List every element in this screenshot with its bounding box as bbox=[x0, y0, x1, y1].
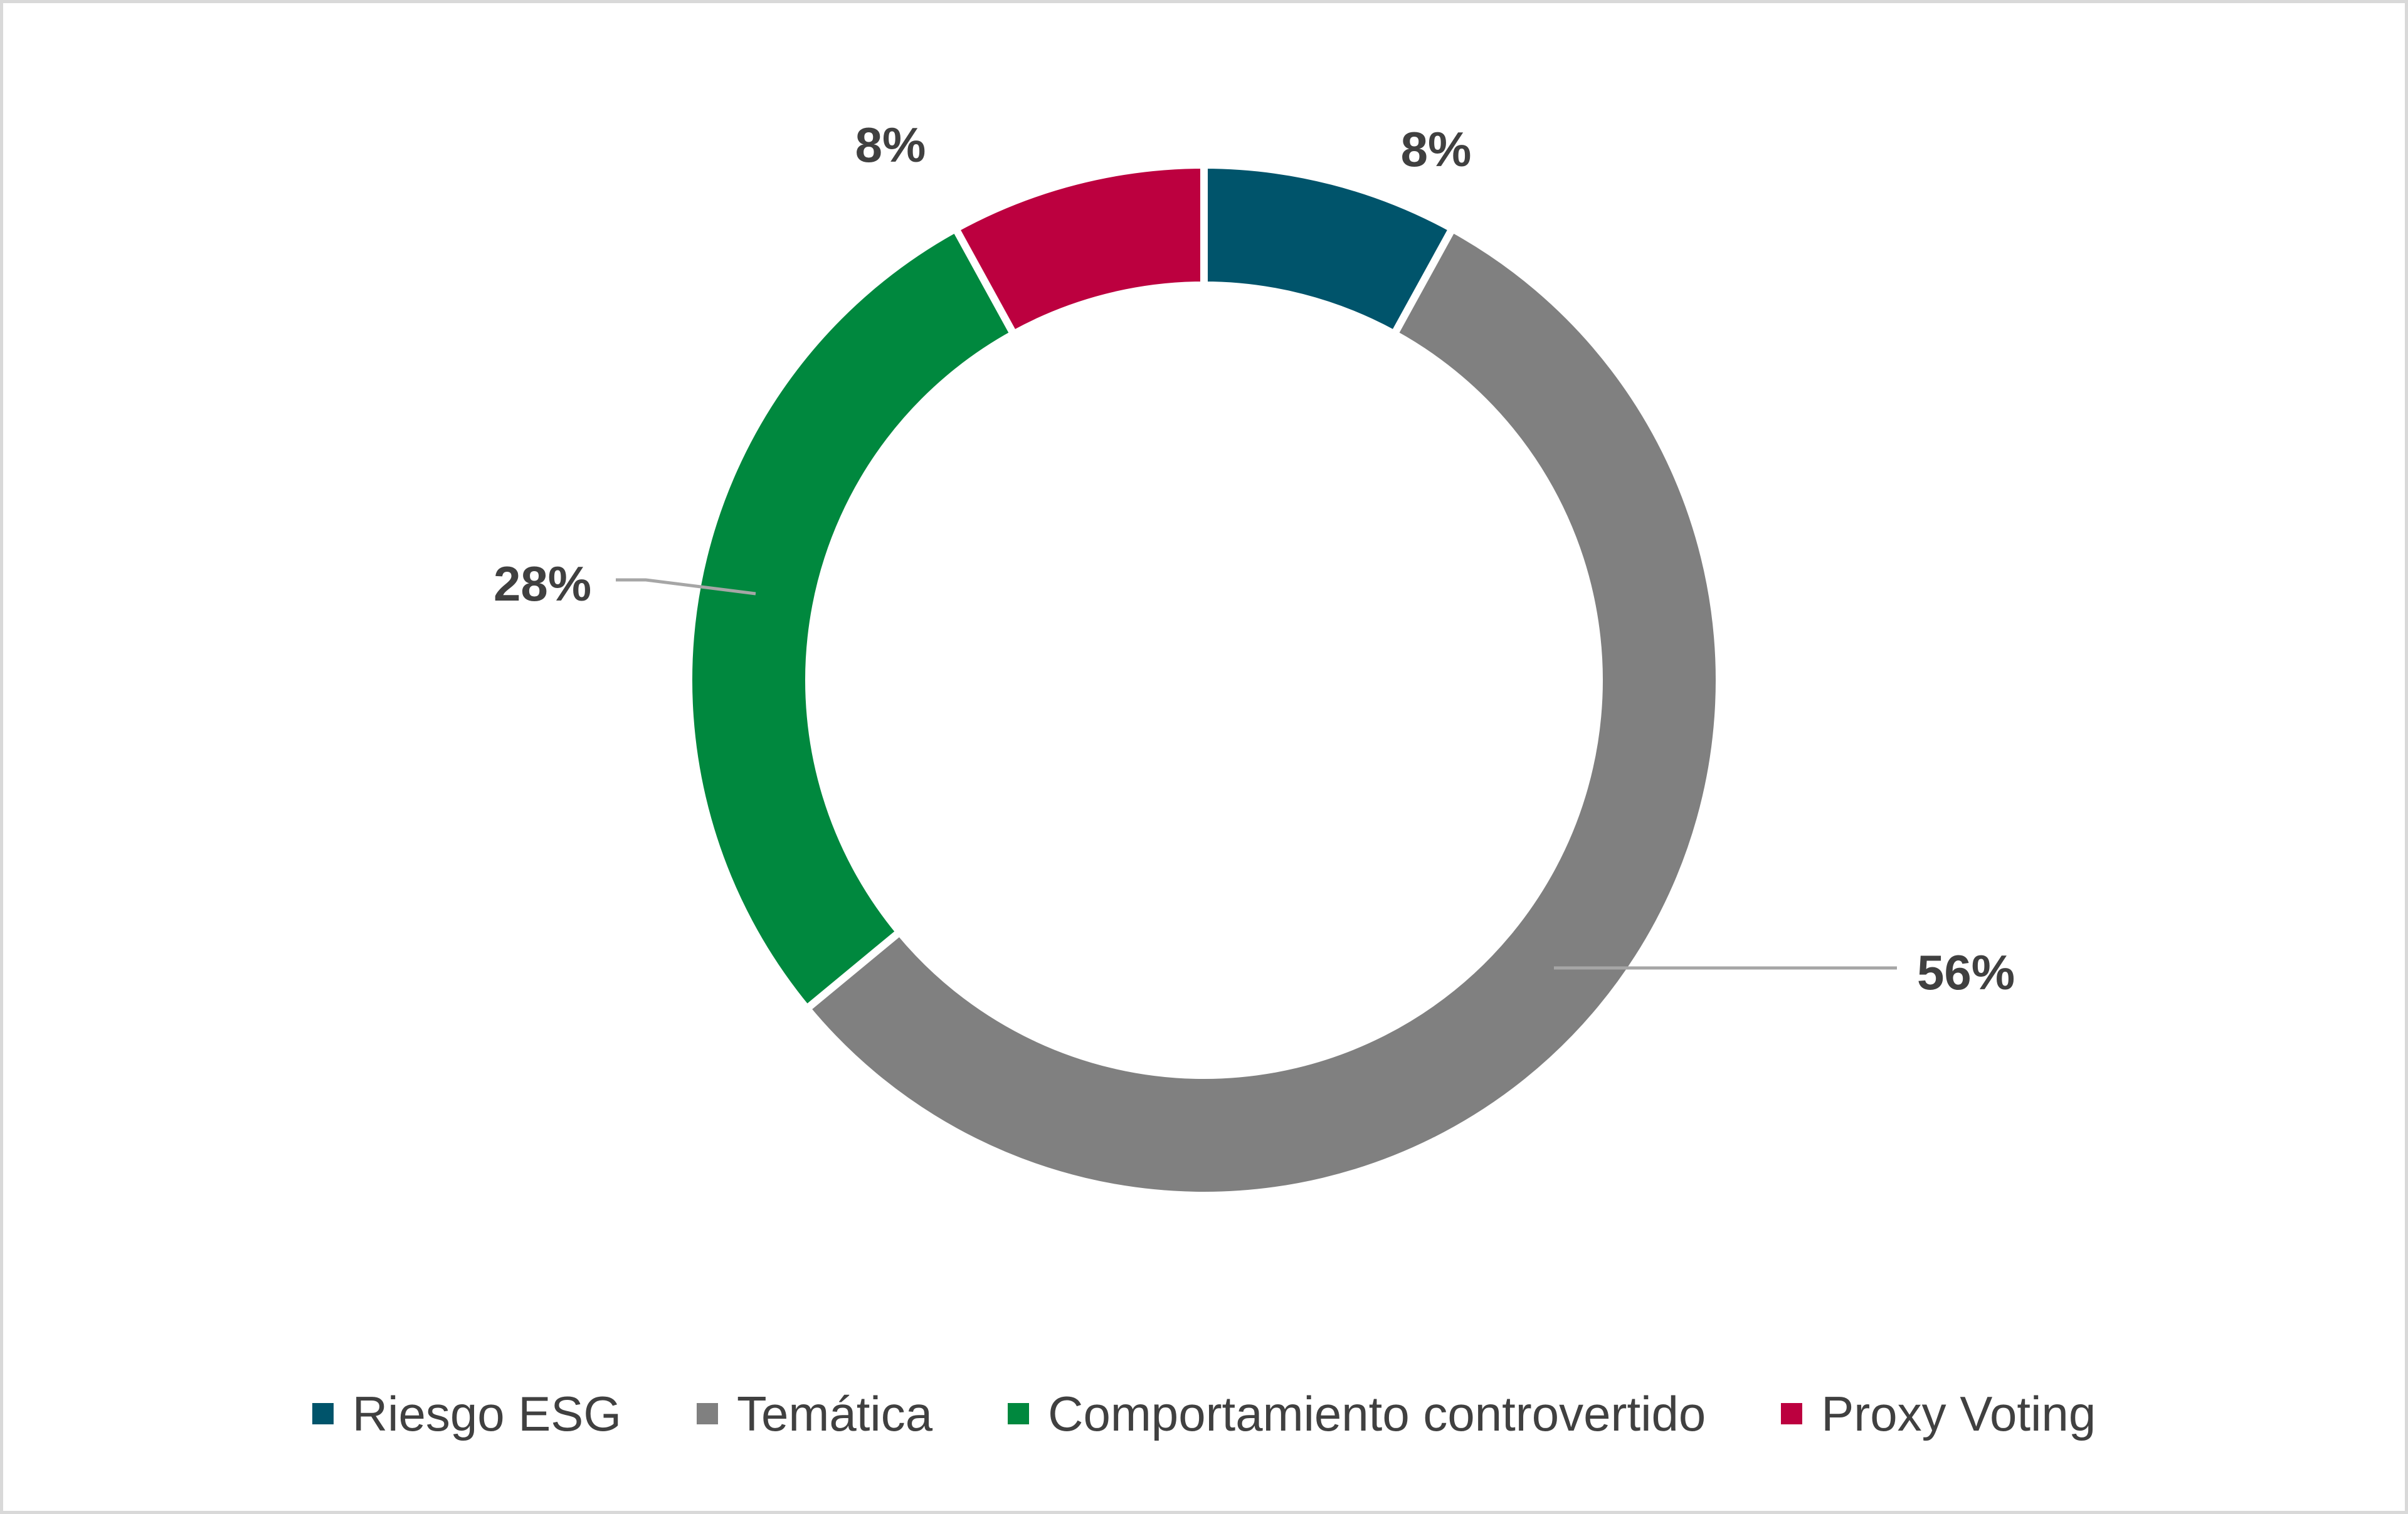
donut-slices bbox=[685, 160, 1724, 1199]
legend-swatch-tematica bbox=[697, 1403, 718, 1424]
slice-comportamiento-controvertido bbox=[685, 223, 1019, 1014]
data-label-proxy-voting: 8% bbox=[855, 117, 926, 172]
legend-item-proxy-voting: Proxy Voting bbox=[1781, 1385, 2096, 1443]
leader-lines bbox=[616, 578, 1897, 970]
legend-item-tematica: Temática bbox=[697, 1385, 932, 1443]
legend-label-riesgo-esg: Riesgo ESG bbox=[352, 1385, 621, 1441]
leader-line-comportamiento-controvertido bbox=[616, 578, 756, 596]
data-label-tematica: 56% bbox=[1917, 945, 2015, 1000]
data-label-riesgo-esg: 8% bbox=[1401, 122, 1472, 177]
legend-item-comportamiento-controvertido: Comportamiento controvertido bbox=[1008, 1385, 1706, 1443]
slice-tematica bbox=[801, 223, 1724, 1199]
legend-swatch-comportamiento-controvertido bbox=[1008, 1403, 1030, 1424]
data-labels: 8% 56% 28% 8% bbox=[494, 117, 2015, 1000]
legend-item-riesgo-esg: Riesgo ESG bbox=[312, 1385, 621, 1443]
legend-swatch-proxy-voting bbox=[1781, 1403, 1803, 1424]
data-label-comportamiento-controvertido: 28% bbox=[494, 556, 591, 611]
legend: Riesgo ESG Temática Comportamiento contr… bbox=[0, 1376, 2408, 1451]
legend-label-tematica: Temática bbox=[737, 1385, 933, 1441]
slice-proxy-voting bbox=[950, 160, 1208, 340]
legend-label-proxy-voting: Proxy Voting bbox=[1821, 1385, 2096, 1441]
legend-label-comportamiento-controvertido: Comportamiento controvertido bbox=[1048, 1385, 1706, 1441]
legend-swatch-riesgo-esg bbox=[312, 1403, 334, 1424]
